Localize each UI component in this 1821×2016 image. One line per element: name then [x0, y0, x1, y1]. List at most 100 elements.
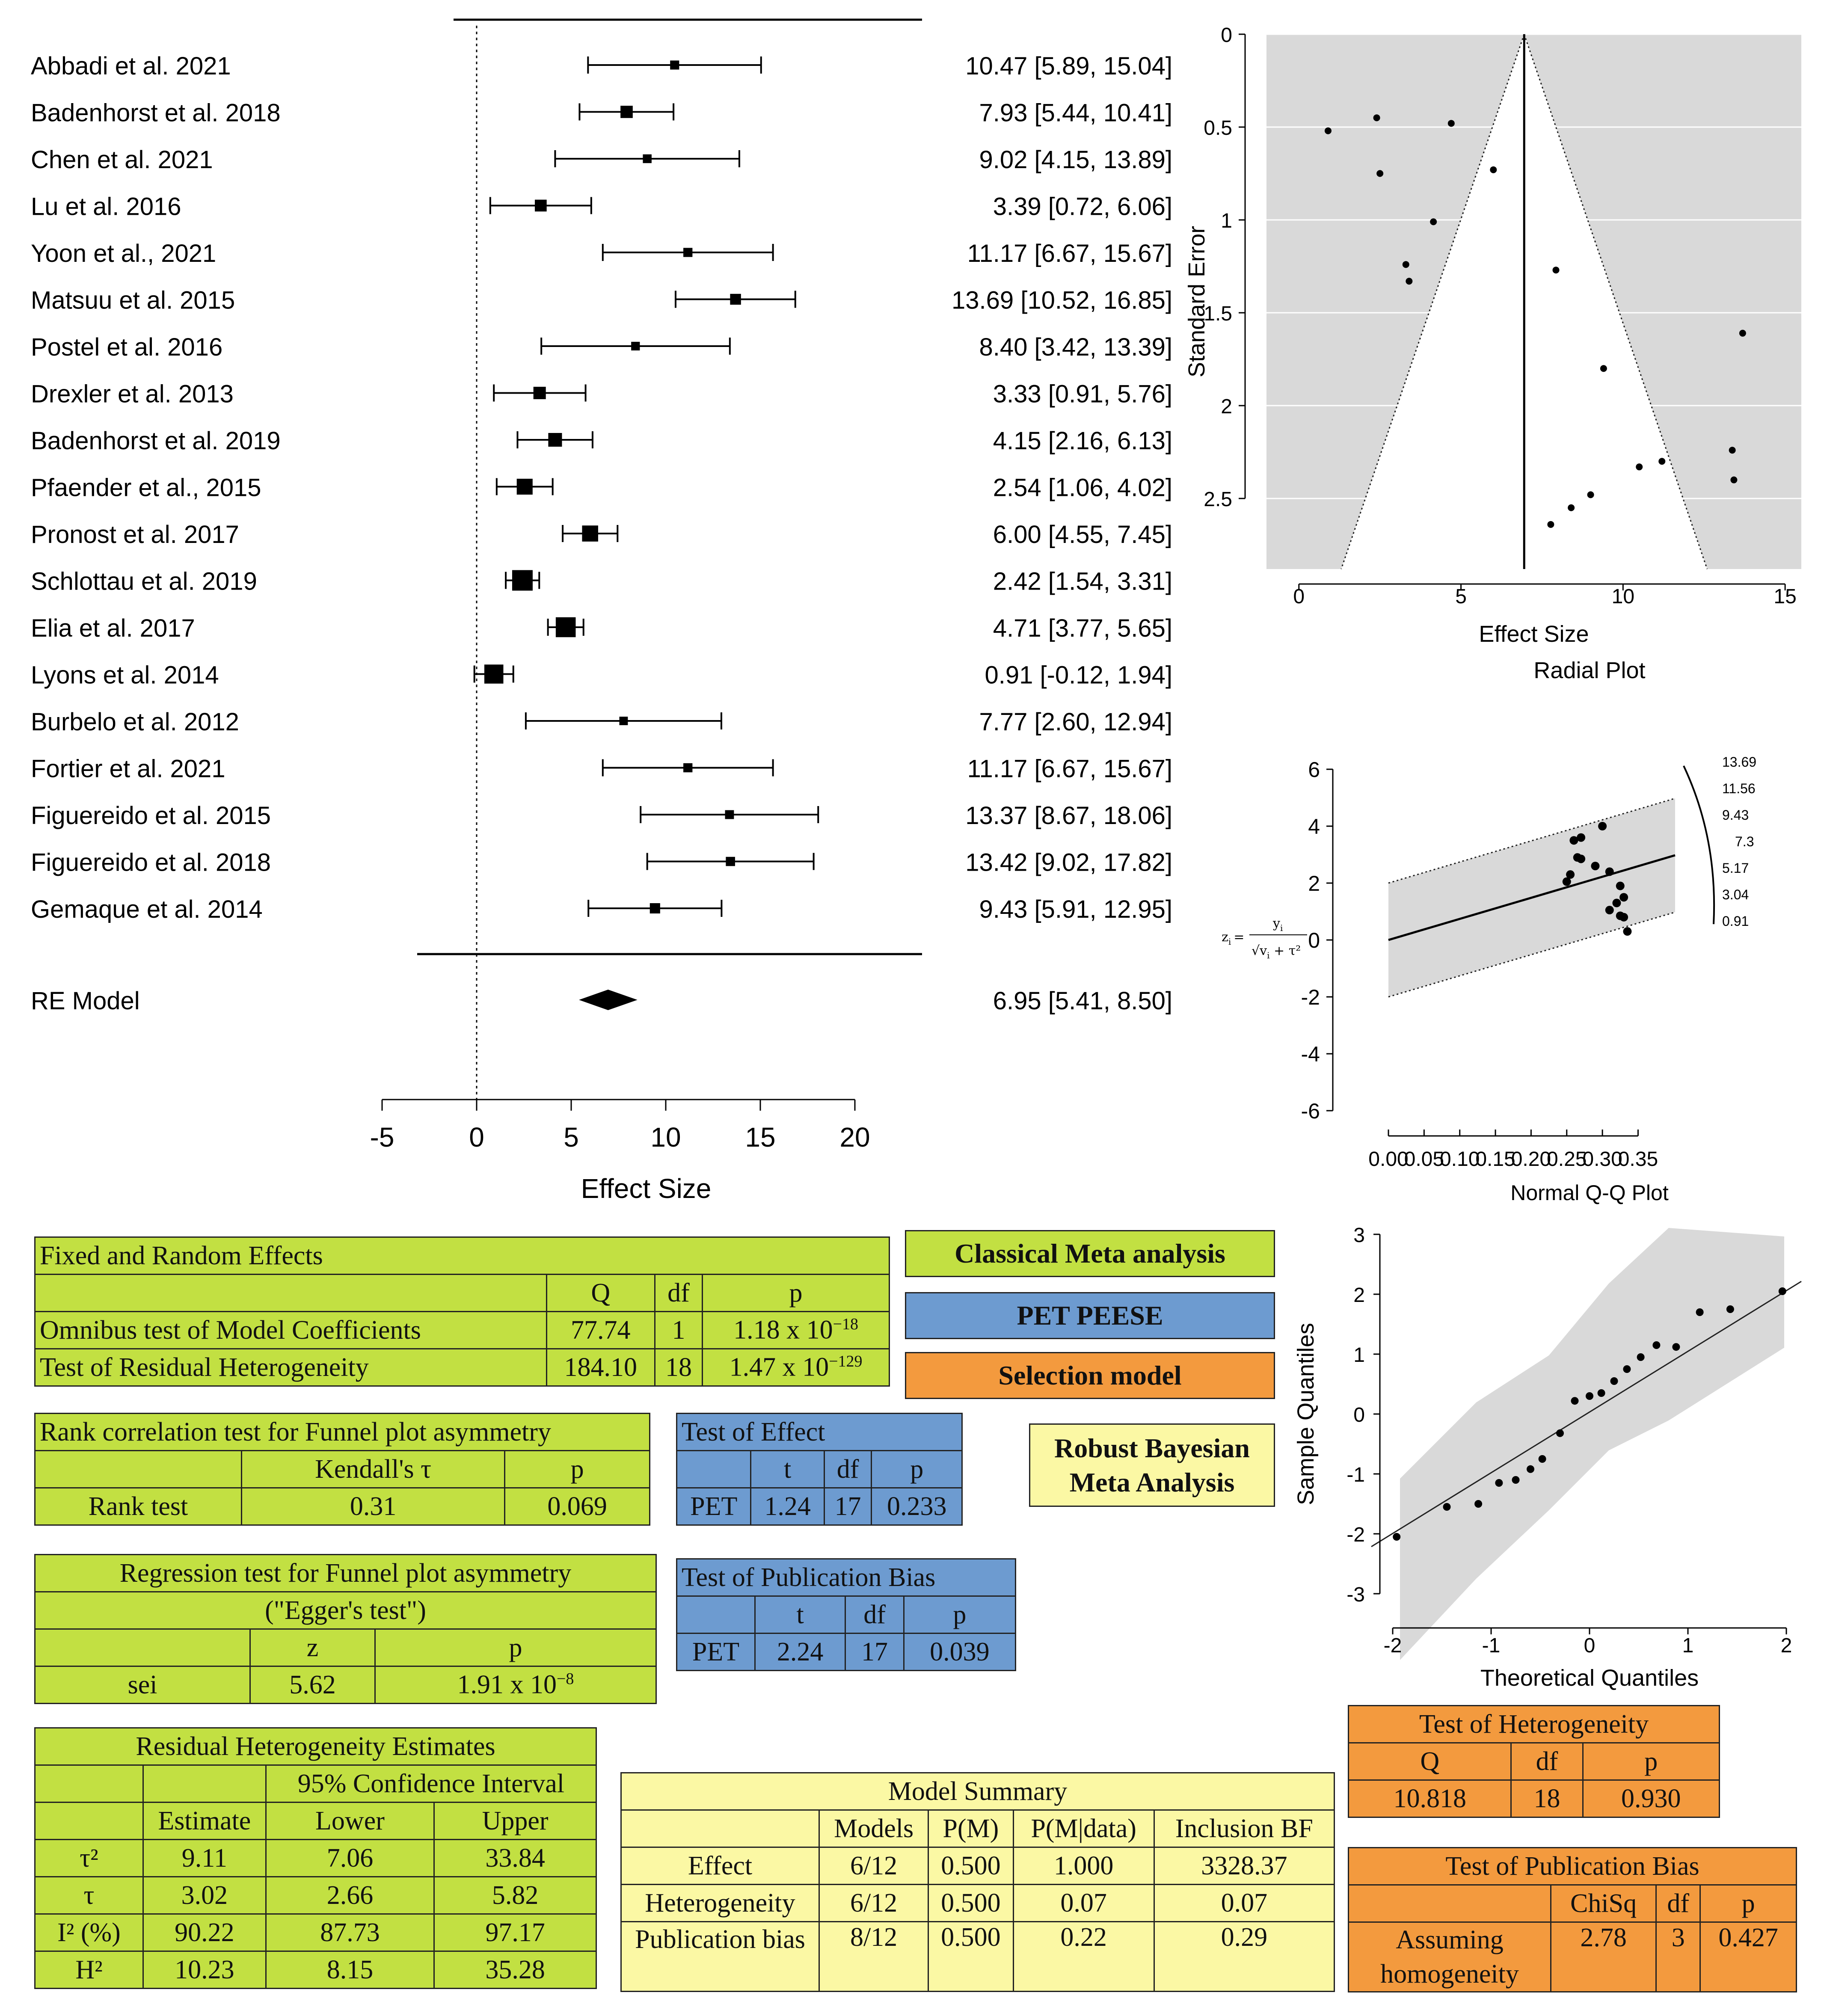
qq-ytick-label: 3 [1353, 1224, 1365, 1247]
point-estimate [631, 341, 640, 351]
qq-point [1623, 1365, 1631, 1373]
header-p: p [504, 1450, 650, 1488]
effect-label: 3.33 [0.91, 5.76] [993, 380, 1172, 408]
summary-label: 6.95 [5.41, 8.50] [993, 987, 1172, 1015]
point-estimate [683, 763, 693, 773]
cell-estimate: 10.23 [142, 1951, 267, 1989]
qq-ylabel: Sample Quantiles [1293, 1323, 1319, 1505]
funnel-point [1324, 127, 1332, 134]
radial-point [1577, 833, 1586, 842]
qq-point [1393, 1533, 1401, 1541]
cell-p-exp: −8 [556, 1670, 574, 1688]
study-name: Postel et al. 2016 [31, 333, 222, 361]
funnel-ytick-label: 2.5 [1204, 488, 1232, 511]
radial-xtick-label: 0.15 [1475, 1148, 1515, 1171]
qq-point [1610, 1377, 1618, 1385]
funnel-point [1636, 463, 1643, 471]
study-name: Figuereido et al. 2015 [31, 802, 271, 830]
point-estimate [726, 857, 735, 866]
radial-xtick-label: 0.05 [1404, 1148, 1444, 1171]
header-q: Q [546, 1274, 655, 1312]
funnel-ytick-label: 1.5 [1204, 302, 1232, 325]
effect-label: 13.69 [10.52, 16.85] [952, 287, 1172, 314]
row-label: PET [676, 1633, 756, 1671]
header-p: p [702, 1274, 890, 1312]
header-estimate: Estimate [142, 1802, 267, 1840]
funnel-point [1376, 170, 1384, 177]
header-df: df [654, 1274, 703, 1312]
effect-label: 11.17 [6.67, 15.67] [967, 240, 1172, 267]
point-estimate [533, 387, 546, 399]
effect-label: 9.02 [4.15, 13.89] [979, 146, 1172, 174]
cell-estimate: 9.11 [142, 1839, 267, 1877]
pet-effect-table: Test of Effect t df p PET 1.24 17 0.233 [676, 1413, 963, 1526]
study-name: Gemaque et al. 2014 [31, 895, 263, 923]
study-name: Matsuu et al. 2015 [31, 287, 235, 314]
effect-label: 0.91 [-0.12, 1.94] [985, 661, 1172, 689]
funnel-xtick-label: 10 [1612, 585, 1634, 608]
qq-ytick-label: 2 [1353, 1284, 1365, 1307]
legend-classical: Classical Meta analysis [905, 1230, 1275, 1277]
header-p: p [374, 1628, 657, 1667]
study-name: Fortier et al. 2021 [31, 755, 225, 783]
cell-df: 1 [654, 1311, 703, 1349]
header-df: df [1655, 1884, 1701, 1923]
header-upper: Upper [433, 1802, 597, 1840]
header-t: t [750, 1450, 825, 1488]
study-name: Elia et al. 2017 [31, 614, 195, 642]
effect-label: 13.37 [8.67, 18.06] [965, 802, 1172, 830]
radial-xtick-label: 0.10 [1440, 1148, 1480, 1171]
funnel-point [1568, 504, 1575, 511]
row-label: I² (%) [34, 1913, 144, 1952]
effect-label: 4.71 [3.77, 5.65] [993, 614, 1172, 642]
radial-ytick-label: -2 [1301, 985, 1320, 1009]
radial-arc-label: 13.69 [1722, 754, 1756, 770]
cell-upper: 33.84 [433, 1839, 597, 1877]
point-estimate [650, 903, 660, 914]
header-p: p [871, 1450, 963, 1488]
qq-point [1571, 1397, 1579, 1405]
cell-p: 0.930 [1582, 1779, 1720, 1818]
study-name: Drexler et al. 2013 [31, 380, 234, 408]
qq-point [1726, 1305, 1734, 1313]
radial-point [1605, 906, 1614, 915]
qq-ytick-label: -1 [1346, 1464, 1365, 1486]
point-estimate [548, 433, 562, 447]
radial-arc-label: 5.17 [1722, 860, 1749, 876]
study-name: Abbadi et al. 2021 [31, 52, 231, 80]
point-estimate [535, 199, 547, 212]
cell-p-base: 1.91 x 10 [457, 1670, 557, 1699]
point-estimate [619, 717, 628, 725]
radial-ytick-label: 6 [1308, 758, 1320, 782]
cell-q: 77.74 [546, 1311, 655, 1349]
study-name: Schlottau et al. 2019 [31, 568, 257, 596]
funnel-point [1490, 166, 1497, 173]
study-name: Burbelo et al. 2012 [31, 708, 239, 736]
radial-ylabel-y: y [1272, 916, 1280, 931]
funnel-xlabel: Effect Size [1479, 621, 1589, 647]
header-q: Q [1347, 1742, 1512, 1781]
forest-tick-label: 15 [745, 1122, 775, 1153]
row-label: τ [34, 1876, 144, 1915]
radial-point [1612, 898, 1621, 907]
cell-upper: 35.28 [433, 1951, 597, 1989]
row-label: Rank test [34, 1487, 242, 1526]
row-label: Heterogeneity [620, 1884, 820, 1922]
forest-plot: Abbadi et al. 2021 10.47 [5.89, 15.04] Bad… [31, 18, 1172, 1204]
radial-ylabel-yi: i [1280, 923, 1283, 933]
cell-inclusion-bf: 0.29 [1153, 1921, 1335, 1992]
cell-p: 1.47 x 10−129 [702, 1348, 890, 1387]
residual-heterogeneity-table: Residual Heterogeneity Estimates 95% Con… [34, 1727, 597, 1989]
svg-text:√vi + τ²: √vi + τ² [1252, 943, 1301, 961]
funnel-point [1600, 365, 1607, 372]
sel-het-title: Test of Heterogeneity [1348, 1705, 1720, 1743]
study-name: Lyons et al. 2014 [31, 661, 219, 689]
forest-tick-label: 20 [839, 1122, 870, 1153]
header-df: df [845, 1595, 905, 1634]
radial-ytick-label: -6 [1301, 1099, 1320, 1123]
header-inclusion-bf: Inclusion BF [1153, 1809, 1335, 1848]
funnel-point [1373, 114, 1380, 122]
effect-label: 11.17 [6.67, 15.67] [967, 755, 1172, 783]
cell-pm-data: 1.000 [1012, 1847, 1155, 1885]
